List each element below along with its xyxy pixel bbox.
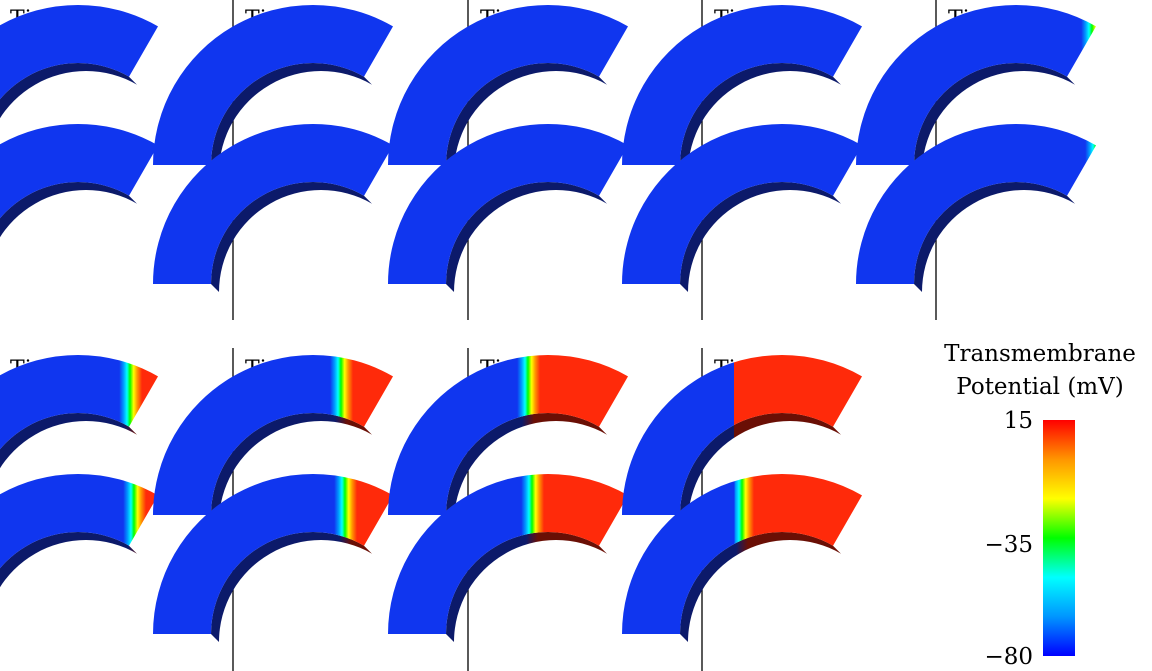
tissue-slab-top: [388, 354, 628, 523]
time-panel: Time 5ms: [153, 4, 393, 292]
tissue-inner-wall: [914, 182, 1075, 292]
tissue-inner-wall: [211, 182, 372, 292]
tissue-inner-wall: [446, 413, 607, 523]
tissue-slab-bottom: [0, 473, 158, 588]
tissue-inner-wall: [0, 63, 137, 119]
tissue-surface: [153, 123, 393, 284]
tissue-inner-wall: [446, 182, 607, 292]
tissue-inner-wall: [0, 532, 137, 588]
tissue-slab-bottom: [153, 123, 393, 292]
tissue-surface: [622, 354, 862, 515]
tissue-inner-wall: [0, 182, 137, 238]
tissue-surface: [622, 4, 862, 166]
time-panel: Time 20ms: [856, 4, 1096, 292]
tissue-inner-wall: [211, 532, 372, 642]
panel-dividers: [232, 0, 937, 671]
tissue-inner-wall: [680, 532, 841, 642]
colorbar-tick-label: −35: [984, 532, 1033, 558]
time-panel: Time 35ms: [388, 354, 628, 642]
tissue-inner-wall: [446, 532, 607, 642]
tissue-surface: [153, 4, 393, 166]
tissue-surface: [856, 123, 1096, 284]
tissue-slab-top: [0, 4, 158, 119]
tissue-inner-wall: [446, 63, 607, 173]
tissue-slab-top: [856, 4, 1096, 173]
tissue-surface: [0, 473, 158, 569]
tissue-slab-bottom: [388, 123, 628, 292]
tissue-surface: [388, 354, 628, 515]
colorbar: Transmembrane Potential (mV) 15 −35 −80: [944, 341, 1136, 670]
time-panel: Time 15ms: [622, 4, 862, 292]
tissue-surface: [388, 4, 628, 166]
time-panel: Time 0ms: [0, 4, 158, 238]
tissue-slab-bottom: [388, 473, 628, 642]
tissue-slab-top: [153, 354, 393, 523]
time-panel: Time 30ms: [153, 354, 393, 642]
time-panel: Time 10ms: [388, 4, 628, 292]
tissue-surface: [0, 123, 158, 219]
colorbar-title-line2: Potential (mV): [956, 374, 1123, 400]
tissue-surface: [153, 473, 393, 634]
colorbar-tick-label: −80: [984, 644, 1033, 670]
tissue-surface: [0, 4, 158, 100]
time-panel: Time 40ms: [622, 354, 862, 642]
tissue-surface: [0, 354, 158, 450]
colorbar-scale: [1043, 420, 1075, 656]
tissue-slab-top: [0, 354, 158, 469]
tissue-inner-wall: [914, 63, 1075, 173]
tissue-surface: [153, 354, 393, 515]
colorbar-tick-label: 15: [1004, 408, 1033, 434]
time-panel: Time 25ms: [0, 354, 158, 588]
tissue-inner-wall: [680, 182, 841, 292]
tissue-slab-top: [153, 4, 393, 173]
tissue-slab-bottom: [856, 123, 1096, 292]
tissue-slab-top: [622, 4, 862, 173]
tissue-surface: [622, 123, 862, 284]
tissue-surface: [388, 473, 628, 634]
tissue-inner-wall: [211, 63, 372, 173]
tissue-inner-wall: [0, 413, 137, 469]
tissue-slab-top: [622, 354, 862, 523]
time-panels: Time 0msTime 5msTime 10msTime 15msTime 2…: [0, 4, 1096, 642]
tissue-slab-top: [388, 4, 628, 173]
tissue-surface: [388, 123, 628, 284]
tissue-inner-wall: [680, 413, 841, 523]
tissue-slab-bottom: [622, 473, 862, 642]
tissue-slab-bottom: [0, 123, 158, 238]
tissue-surface: [856, 4, 1096, 166]
tissue-surface: [622, 473, 862, 634]
tissue-slab-bottom: [153, 473, 393, 642]
tissue-slab-bottom: [622, 123, 862, 292]
colorbar-title-line1: Transmembrane: [944, 341, 1136, 367]
tissue-inner-wall: [211, 413, 372, 523]
tissue-inner-wall: [680, 63, 841, 173]
colorbar-ticks: 15 −35 −80: [984, 408, 1033, 670]
